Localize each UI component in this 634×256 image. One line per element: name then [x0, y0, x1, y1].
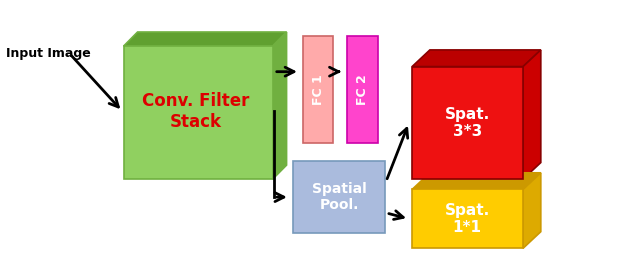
Polygon shape: [273, 32, 287, 179]
Text: Spatial
Pool.: Spatial Pool.: [312, 182, 366, 212]
Text: Conv. Filter
Stack: Conv. Filter Stack: [141, 92, 249, 131]
Polygon shape: [523, 50, 541, 179]
Polygon shape: [293, 161, 385, 233]
Polygon shape: [303, 36, 333, 143]
Text: Spat.
1*1: Spat. 1*1: [444, 203, 490, 235]
Polygon shape: [412, 50, 541, 67]
Text: FC 2: FC 2: [356, 74, 369, 105]
Text: Input Image: Input Image: [6, 47, 91, 60]
Polygon shape: [523, 173, 541, 248]
Polygon shape: [347, 36, 378, 143]
Polygon shape: [124, 46, 273, 179]
Polygon shape: [412, 173, 541, 189]
Polygon shape: [412, 67, 523, 179]
Text: Spat.
3*3: Spat. 3*3: [444, 107, 490, 139]
Polygon shape: [124, 32, 287, 46]
Polygon shape: [412, 189, 523, 248]
Text: FC 1: FC 1: [312, 74, 325, 105]
